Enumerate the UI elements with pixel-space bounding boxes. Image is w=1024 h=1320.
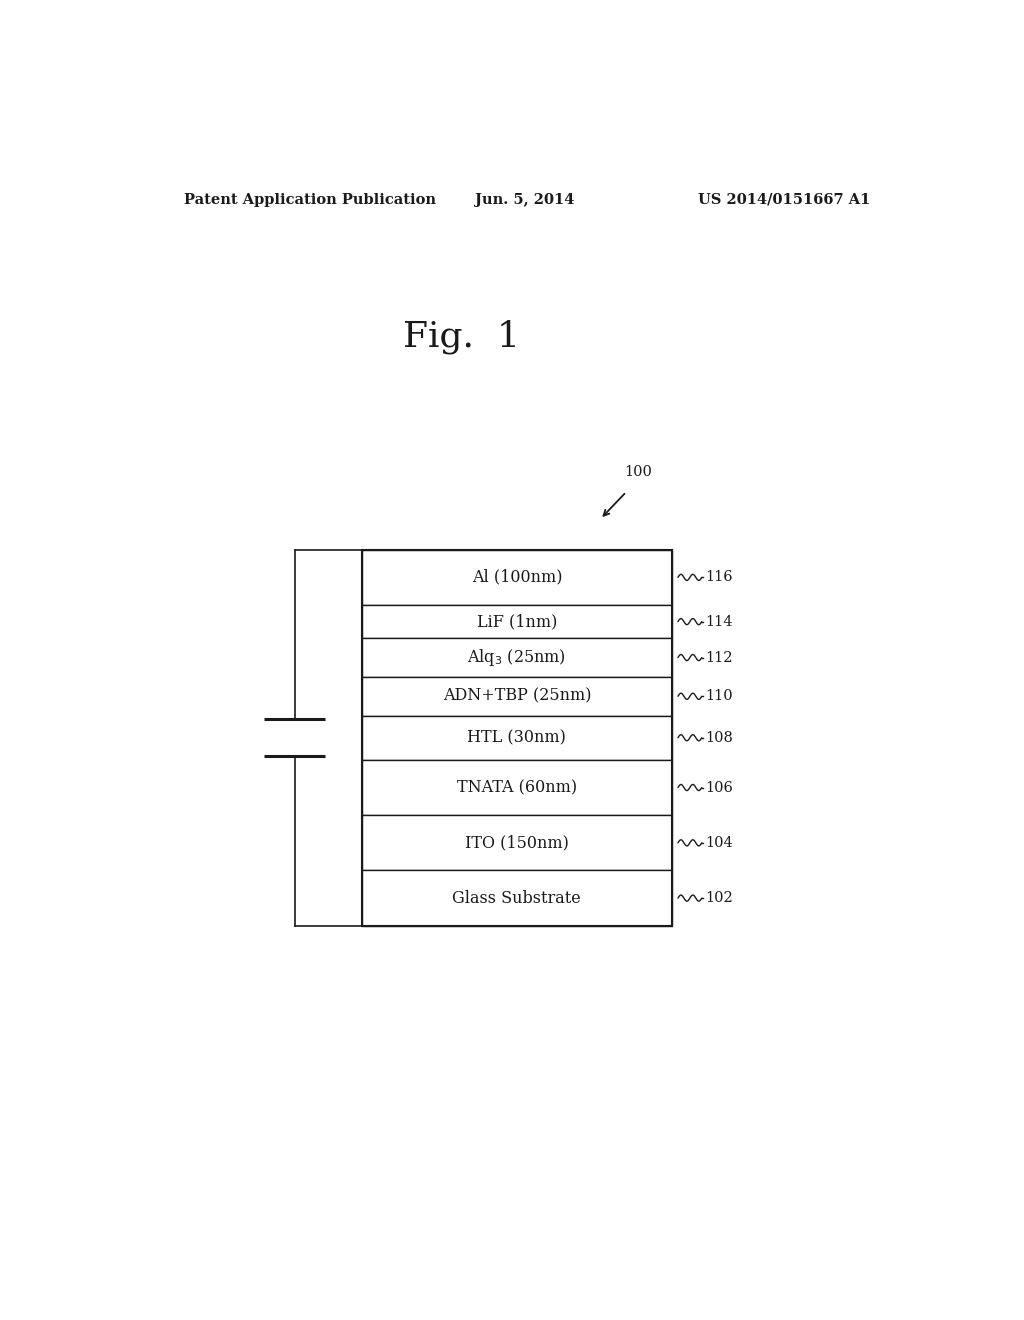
- Bar: [362, 870, 672, 925]
- Text: ADN+TBP (25nm): ADN+TBP (25nm): [442, 688, 591, 705]
- Bar: [362, 677, 672, 715]
- Bar: [362, 760, 672, 816]
- Text: Glass Substrate: Glass Substrate: [453, 890, 582, 907]
- Text: US 2014/0151667 A1: US 2014/0151667 A1: [697, 193, 870, 207]
- Text: 110: 110: [705, 689, 732, 704]
- Bar: [362, 549, 672, 925]
- Text: ITO (150nm): ITO (150nm): [465, 834, 568, 851]
- Text: 100: 100: [624, 465, 652, 479]
- Text: 112: 112: [705, 651, 732, 664]
- Text: Al (100nm): Al (100nm): [472, 569, 562, 586]
- Bar: [362, 638, 672, 677]
- Text: 104: 104: [705, 836, 733, 850]
- Text: 116: 116: [705, 570, 732, 585]
- Text: Jun. 5, 2014: Jun. 5, 2014: [475, 193, 574, 207]
- Text: Patent Application Publication: Patent Application Publication: [183, 193, 435, 207]
- Text: TNATA (60nm): TNATA (60nm): [457, 779, 577, 796]
- Text: Fig.  1: Fig. 1: [402, 319, 520, 354]
- Bar: [362, 605, 672, 638]
- Bar: [362, 816, 672, 870]
- Text: HTL (30nm): HTL (30nm): [467, 729, 566, 746]
- Text: Alq$_3$ (25nm): Alq$_3$ (25nm): [467, 647, 566, 668]
- Bar: [362, 715, 672, 760]
- Text: LiF (1nm): LiF (1nm): [477, 612, 557, 630]
- Text: 108: 108: [705, 731, 733, 744]
- Text: 102: 102: [705, 891, 733, 906]
- Text: 106: 106: [705, 780, 733, 795]
- Text: 114: 114: [705, 615, 732, 628]
- Bar: [362, 549, 672, 605]
